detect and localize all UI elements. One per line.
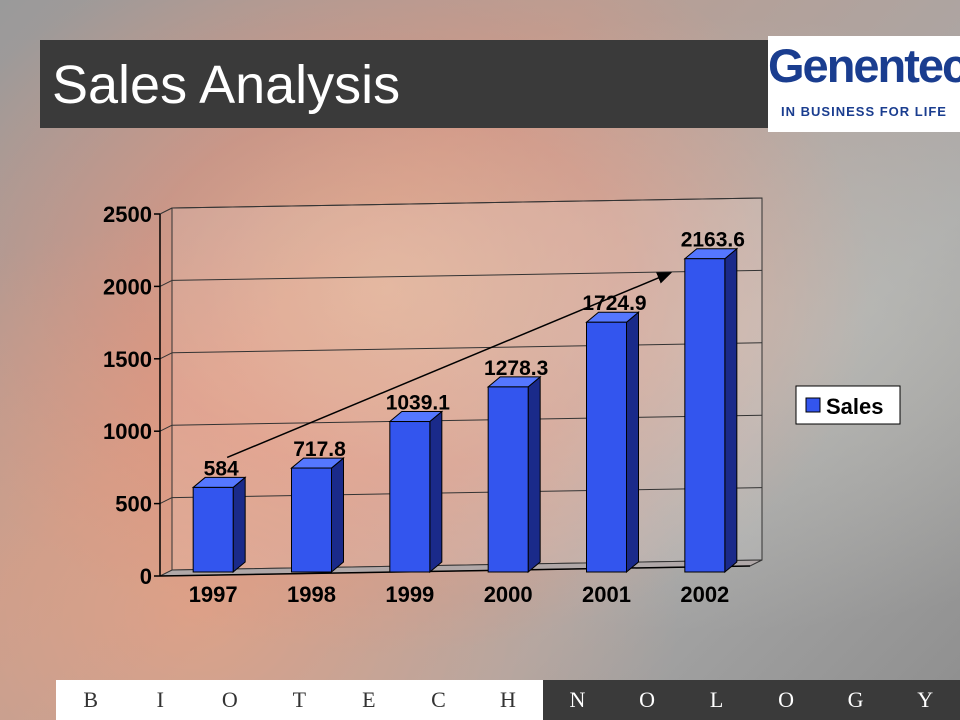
y-tick-label: 2000 (103, 274, 152, 299)
gridline (171, 269, 763, 281)
legend-label: Sales (826, 394, 884, 419)
title-bar: Sales Analysis (40, 40, 768, 128)
bar (192, 486, 234, 573)
gridline-depth (159, 207, 173, 215)
slide-title: Sales Analysis (52, 55, 401, 115)
footer-letter: B (56, 680, 126, 720)
gridline (171, 197, 763, 209)
logo-name: Genentech (768, 39, 960, 92)
footer-letter: T (264, 680, 335, 720)
gridline (171, 487, 763, 499)
x-tick-label: 1998 (287, 582, 336, 607)
footer-letter: H (473, 680, 543, 720)
gridline-depth (159, 424, 173, 432)
x-tick-label: 2002 (680, 582, 729, 607)
data-label: 1278.3 (484, 357, 548, 380)
y-tick-label: 0 (140, 564, 152, 589)
footer-letter: C (403, 680, 474, 720)
bar-side (429, 410, 443, 574)
footer-letter: I (125, 680, 196, 720)
bar (586, 321, 627, 573)
bar-side (232, 476, 246, 574)
gridline-depth (159, 352, 173, 360)
footer-letter: O (612, 680, 682, 720)
footer-letter: Y (890, 680, 960, 720)
gridline (171, 414, 763, 426)
genentech-logo: Genentech IN BUSINESS FOR LIFE (768, 36, 960, 132)
x-axis (159, 565, 751, 577)
footer-letter: L (681, 680, 752, 720)
x-tick-label: 2000 (484, 582, 533, 607)
bar-side (626, 311, 639, 574)
gridline-depth (159, 497, 173, 505)
data-label: 2163.6 (681, 229, 745, 252)
footer-letter: O (751, 680, 821, 720)
x-tick-label: 1999 (385, 582, 434, 607)
footer-letter: G (820, 680, 891, 720)
y-tick-label: 2500 (103, 202, 152, 227)
gridline (171, 342, 763, 354)
data-label: 1039.1 (386, 392, 451, 415)
logo-tagline: IN BUSINESS FOR LIFE (781, 104, 947, 119)
x-tick-label: 2001 (582, 582, 631, 607)
bar (291, 467, 332, 573)
data-label: 584 (204, 457, 239, 480)
data-label: 1724.9 (582, 292, 646, 315)
legend-swatch (805, 397, 821, 413)
bar (684, 258, 726, 573)
footer-letter: N (542, 680, 613, 720)
bar-side (527, 375, 541, 574)
y-tick-label: 1000 (103, 419, 152, 444)
gridline-depth (159, 279, 173, 287)
footer-letter: E (334, 680, 404, 720)
y-tick-label: 500 (115, 492, 152, 517)
data-label: 717.8 (293, 438, 346, 461)
bar-side (331, 456, 344, 574)
footer-letter: O (195, 680, 265, 720)
trend-arrow (226, 272, 673, 459)
bar-side (724, 247, 738, 574)
bar (487, 386, 529, 573)
plot-area (171, 197, 763, 571)
x-tick-label: 1997 (189, 582, 238, 607)
bar (389, 421, 431, 573)
y-tick-label: 1500 (103, 347, 152, 372)
